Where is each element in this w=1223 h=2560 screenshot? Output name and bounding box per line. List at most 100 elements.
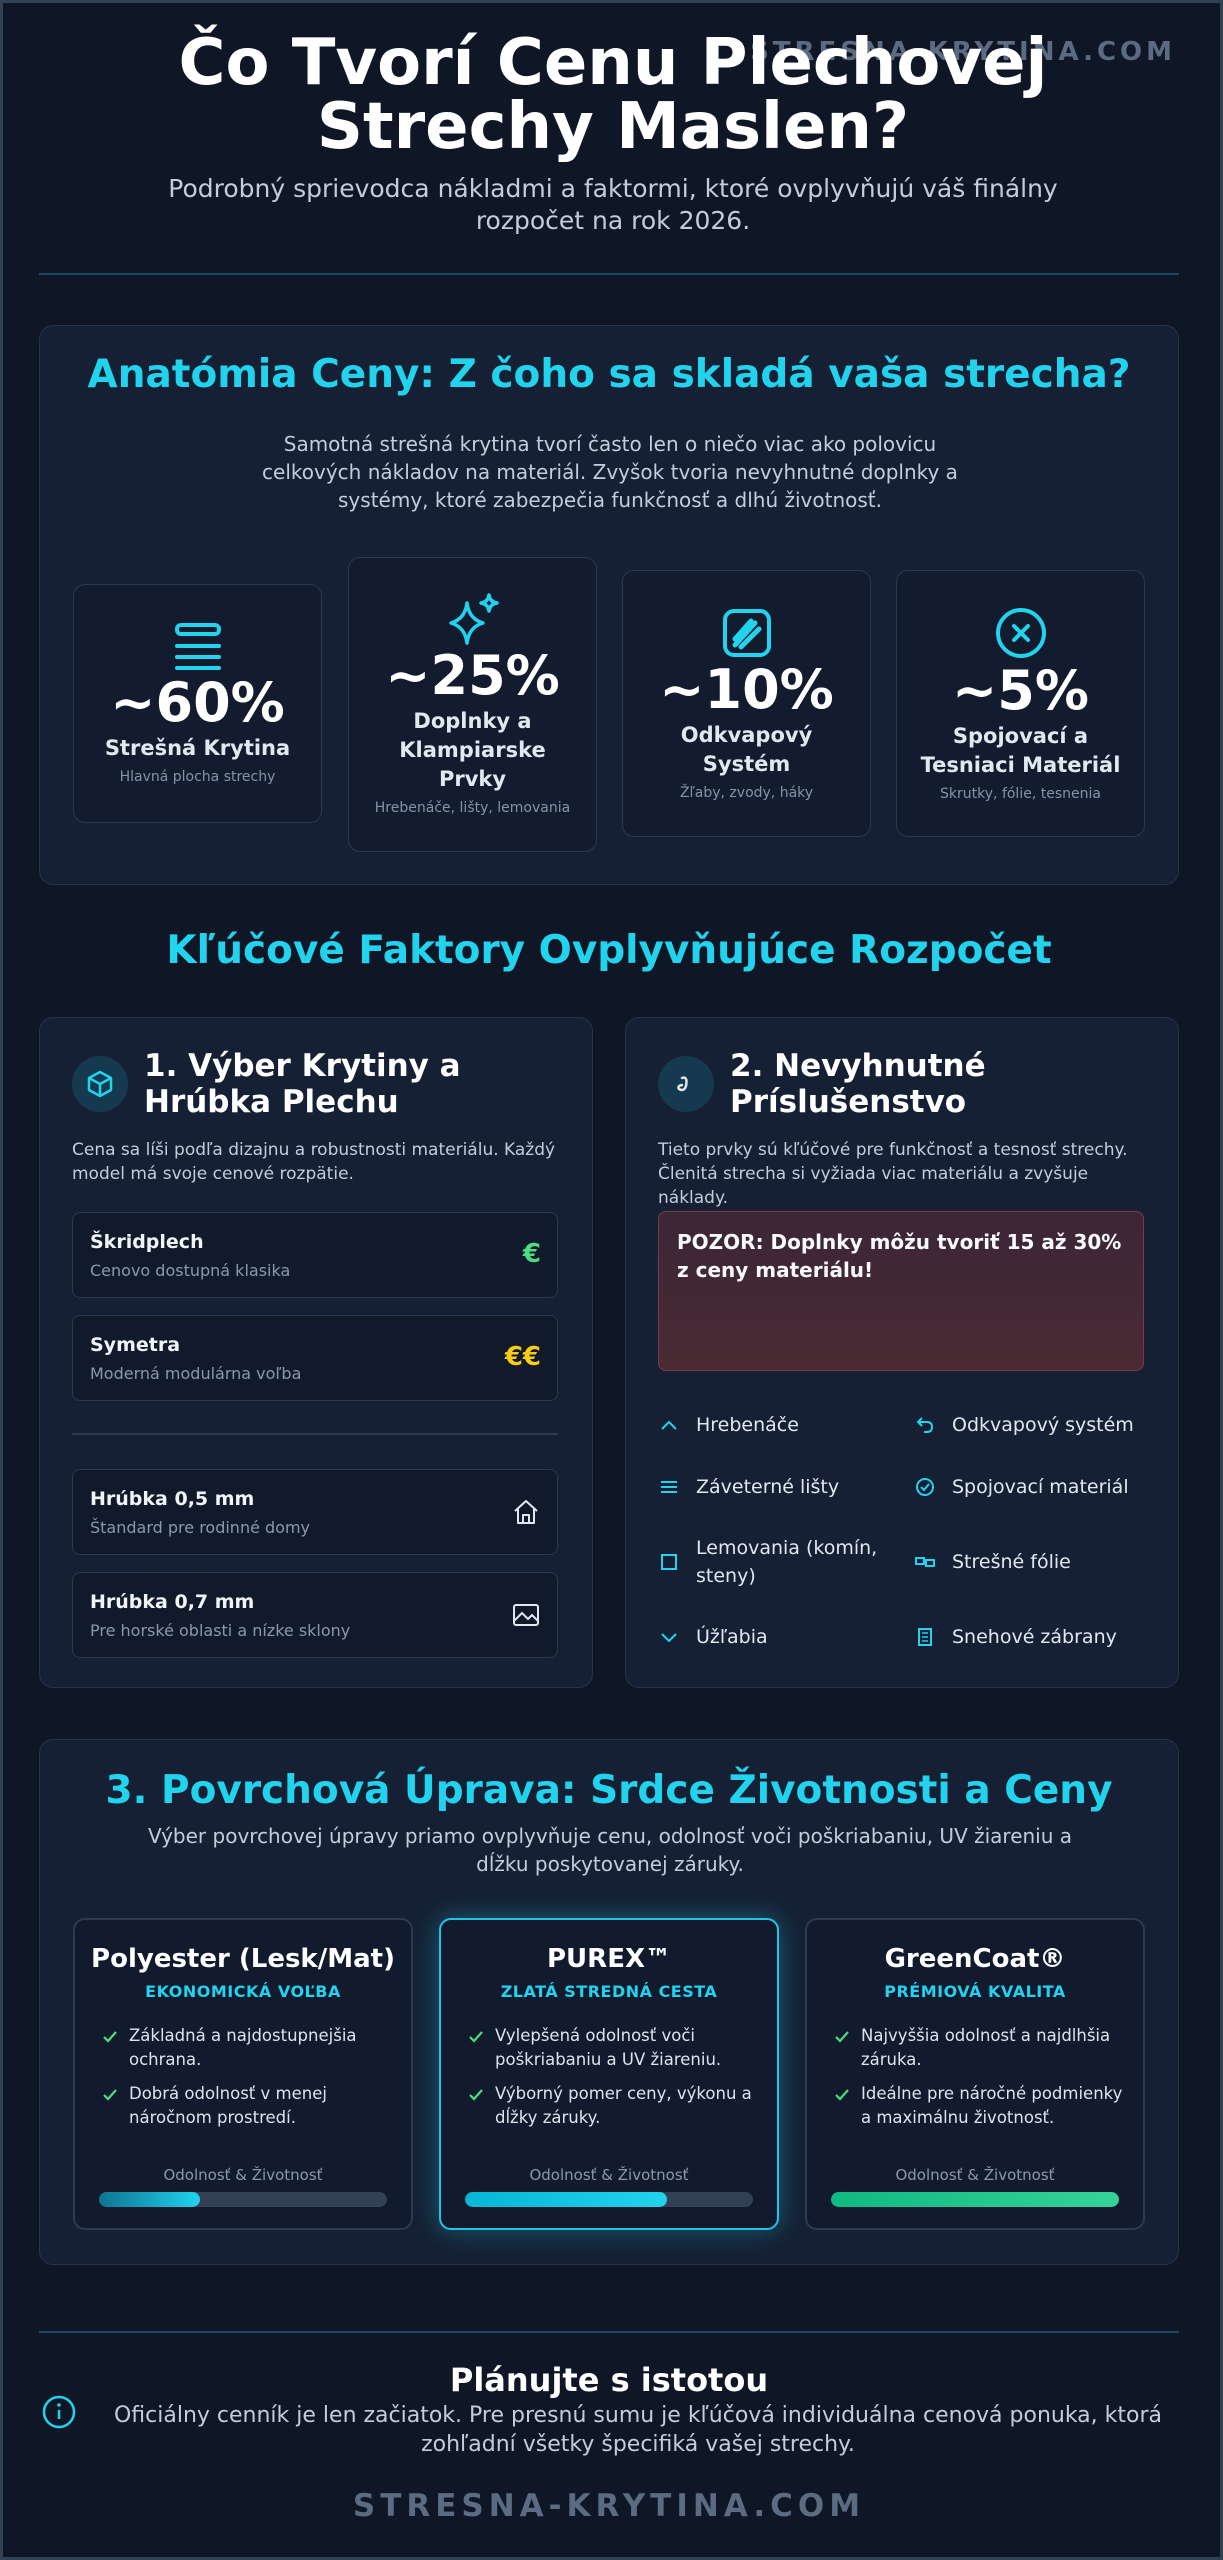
share-percent: ~5% (952, 658, 1089, 722)
share-note: Skrutky, fólie, tesnenia (940, 785, 1101, 802)
page-title: Čo Tvorí Cenu Plechovej Strechy Maslen? (178, 26, 1048, 164)
item-icon (661, 1481, 677, 1493)
item-label: Spojovací materiál (952, 1476, 1129, 1498)
option: Hrúbka 0,5 mm Štandard pre rodinné domy (72, 1469, 558, 1555)
item-label: Úžľabia (696, 1626, 768, 1648)
share-note: Hrebenáče, lišty, lemovania (374, 800, 571, 816)
option-name: Škridplech (90, 1231, 204, 1253)
feature: Najvyššia odolnosť a najdlhšia záruka. (833, 2024, 1123, 2072)
feature-text: Najvyššia odolnosť a najdlhšia záruka. (861, 2026, 1111, 2069)
meter-fill (465, 2192, 667, 2207)
option-note: Štandard pre rodinné domy (90, 1518, 311, 1537)
price-badge: € (522, 1239, 541, 1269)
card-intro: Cena sa líši podľa dizajnu a robustnosti… (72, 1140, 556, 1184)
option-note: Cenovo dostupná klasika (90, 1261, 291, 1280)
feature: Základná a najdostupnejšia ochrana. (101, 2024, 391, 2072)
card-title: Polyester (Lesk/Mat) (91, 1944, 395, 1974)
material-card: 1. Výber Krytiny a Hrúbka Plechu Cena sa… (39, 1017, 593, 1688)
divider (72, 1433, 558, 1435)
feature-text: Ideálne pre náročné podmienky a maximáln… (861, 2084, 1123, 2127)
section-title: Kľúčové Faktory Ovplyvňujúce Rozpočet (166, 928, 1052, 973)
accessory-item: Úžľabia (658, 1606, 914, 1668)
accessory-item: Odkvapový systém (914, 1394, 1158, 1456)
card-tier: ZLATÁ STREDNÁ CESTA (500, 1982, 718, 2001)
item-icon (916, 1478, 934, 1496)
share-card: ~60% Strešná Krytina Hlavná plocha strec… (73, 584, 322, 823)
share-percent: ~25% (385, 644, 560, 707)
section-intro: Výber povrchovej úpravy priamo ovplyvňuj… (147, 1824, 1073, 1876)
option-name: Hrúbka 0,7 mm (90, 1591, 255, 1613)
check-icon (103, 2031, 117, 2043)
item-label: Záveterné lišty (696, 1476, 840, 1498)
item-label: Odkvapový systém (952, 1414, 1134, 1436)
icon-circle (658, 1056, 714, 1112)
item-icon (661, 1554, 677, 1570)
accessory-item: Lemovania (komín, steny) (658, 1518, 914, 1606)
house-icon (514, 1500, 538, 1524)
check-icon (103, 2089, 117, 2101)
info-icon (42, 2395, 76, 2429)
option: Škridplech Cenovo dostupná klasika € (72, 1212, 558, 1298)
subtitle: Podrobný sprievodca nákladmi a faktormi,… (168, 174, 1058, 235)
footer-brand: STRESNA-KRYTINA.COM (352, 2488, 866, 2524)
divider (39, 273, 1179, 275)
feature: Ideálne pre náročné podmienky a maximáln… (833, 2082, 1123, 2130)
cube-icon (87, 1070, 113, 1098)
card-intro: Tieto prvky sú kľúčové pre funkčnosť a t… (658, 1140, 1128, 1208)
watermark: STRESNA-KRYTINA.COM (750, 37, 1176, 67)
price-badge: €€ (504, 1342, 541, 1372)
section-title: Anatómia Ceny: Z čoho sa skladá vaša str… (87, 352, 1131, 397)
item-icon (661, 1633, 677, 1643)
warning: POZOR: Doplnky môžu tvoriť 15 až 30% z c… (658, 1211, 1144, 1371)
option-note: Moderná modulárna voľba (90, 1364, 302, 1383)
share-note: Hlavná plocha strechy (119, 769, 276, 785)
card-tier: PRÉMIOVÁ KVALITA (884, 1982, 1066, 2001)
accessory-item: Hrebenáče (658, 1394, 914, 1456)
accessories-card: 2. Nevyhnutné Príslušenstvo Tieto prvky … (625, 1017, 1179, 1688)
feature-text: Výborný pomer ceny, výkonu a dĺžky záruk… (495, 2084, 752, 2127)
meter-fill (99, 2192, 200, 2207)
share-percent: ~60% (110, 671, 285, 734)
item-label: Snehové zábrany (952, 1626, 1117, 1648)
section-intro: Samotná strešná krytina tvorí často len … (262, 432, 958, 512)
check-icon (469, 2031, 483, 2043)
section-title: 3. Povrchová Úprava: Srdce Životnosti a … (105, 1768, 1113, 1813)
meter-label: Odolnosť & Životnosť (529, 2166, 689, 2184)
close-circle-icon (995, 607, 1046, 658)
feature: Výborný pomer ceny, výkonu a dĺžky záruk… (467, 2082, 757, 2130)
share-title: Strešná Krytina (104, 736, 291, 760)
feature: Dobrá odolnosť v menej náročnom prostred… (101, 2082, 391, 2130)
feature: Vylepšená odolnosť voči poškriabaniu a U… (467, 2024, 757, 2072)
item-icon (918, 1628, 932, 1646)
card-title: 1. Výber Krytiny a Hrúbka Plechu (144, 1048, 461, 1120)
card-title: 2. Nevyhnutné Príslušenstvo (730, 1048, 986, 1120)
accessory-item: Záveterné lišty (658, 1456, 914, 1518)
meter-track (831, 2192, 1119, 2207)
meter-track (99, 2192, 387, 2207)
icon-circle (72, 1056, 128, 1112)
meter-fill (831, 2192, 1119, 2207)
feature-text: Vylepšená odolnosť voči poškriabaniu a U… (495, 2026, 722, 2069)
item-label: Hrebenáče (696, 1414, 799, 1436)
share-card: ~5% Spojovací a Tesniaci Materiál Skrutk… (896, 570, 1145, 837)
sparkle-icon (448, 593, 499, 645)
share-card: ~10% Odkvapový Systém Žľaby, zvody, háky (622, 570, 871, 837)
share-title: Odkvapový Systém (680, 722, 813, 776)
meter-label: Odolnosť & Životnosť (163, 2166, 323, 2184)
accessory-item: Spojovací materiál (914, 1456, 1158, 1518)
option-name: Hrúbka 0,5 mm (90, 1488, 255, 1510)
share-note: Žľaby, zvody, háky (679, 784, 814, 801)
option: Symetra Moderná modulárna voľba €€ (72, 1315, 558, 1401)
check-icon (469, 2089, 483, 2101)
divider (39, 2331, 1179, 2333)
share-title: Doplnky a Klampiarske Prvky (399, 709, 546, 791)
share-title: Spojovací a Tesniaci Materiál (920, 723, 1121, 777)
surface-card: GreenCoat® PRÉMIOVÁ KVALITA Najvyššia odol… (805, 1918, 1145, 2230)
feature-text: Základná a najdostupnejšia ochrana. (129, 2026, 357, 2069)
feature-text: Dobrá odolnosť v menej náročnom prostred… (129, 2084, 327, 2127)
option-note: Pre horské oblasti a nízke sklony (90, 1621, 351, 1640)
option: Hrúbka 0,7 mm Pre horské oblasti a nízke… (72, 1572, 558, 1658)
accessory-item: Strešné fólie (914, 1518, 1158, 1606)
meter-label: Odolnosť & Životnosť (895, 2166, 1055, 2184)
